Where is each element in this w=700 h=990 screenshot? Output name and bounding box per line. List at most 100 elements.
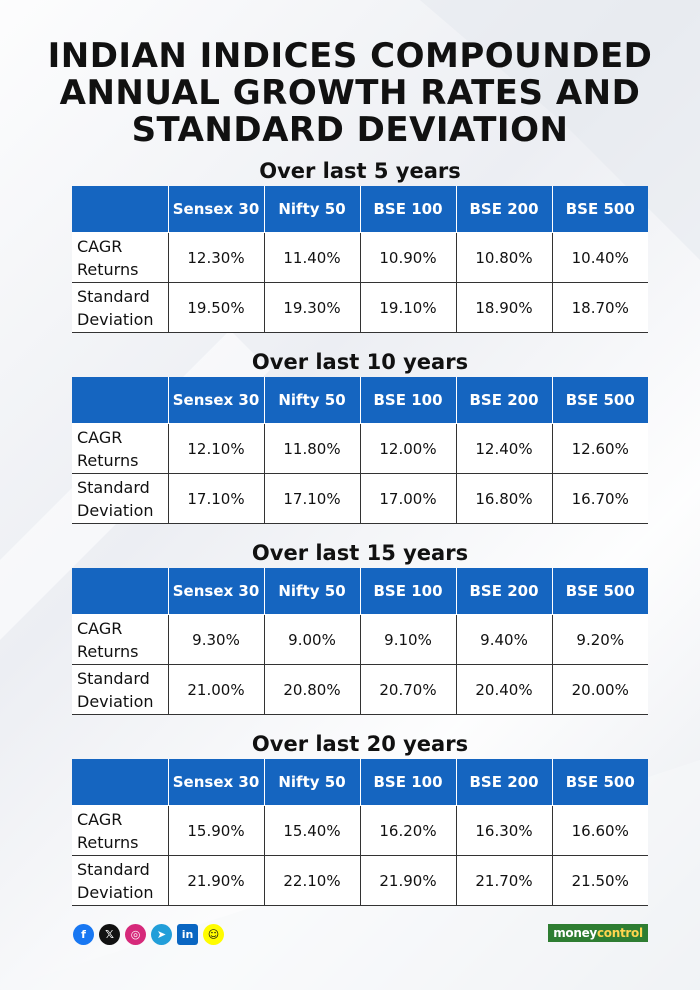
value-cell: 17.10% [167,473,264,524]
row-label-line: Returns [77,450,139,470]
header-corner-cell [72,186,168,233]
row-label-line: Standard [77,859,150,879]
row-label-line: Standard [77,477,150,497]
value-cell: 12.30% [167,232,264,283]
value-cell: 21.90% [359,855,456,906]
column-header: Nifty 50 [263,759,360,806]
row-label-line: CAGR [77,427,123,447]
value-cell: 21.50% [551,855,648,906]
value-cell: 9.20% [551,614,648,665]
column-header: BSE 500 [551,377,648,424]
column-header: Sensex 30 [167,568,264,615]
period-section: Over last 20 years Sensex 30 Nifty 50 BSE 1… [72,729,648,906]
value-cell: 17.10% [263,473,360,524]
value-cell: 9.00% [263,614,360,665]
value-cell: 21.90% [167,855,264,906]
value-cell: 20.70% [359,664,456,715]
logo-text-control: control [596,926,643,940]
header-corner-cell [72,759,168,806]
value-cell: 19.50% [167,282,264,333]
section-title: Over last 15 years [251,541,469,565]
column-header: BSE 100 [359,377,456,424]
value-cell: 16.30% [455,805,552,856]
snapchat-icon[interactable]: ☺ [203,924,224,945]
row-label-line: CAGR [77,236,123,256]
row-label: CAGR Returns [72,423,168,474]
cagr-row: CAGR Returns 9.30% 9.00% 9.10% 9.40% 9.20% [72,614,648,665]
row-label-line: Deviation [77,500,154,520]
title-line: STANDARD DEVIATION [131,110,569,150]
row-label: Standard Deviation [72,664,168,715]
cagr-row: CAGR Returns 12.30% 11.40% 10.90% 10.80% 10.40… [72,232,648,283]
instagram-icon[interactable]: ◎ [125,924,146,945]
std-deviation-row: Standard Deviation 17.10% 17.10% 17.00% 16.80… [72,473,648,524]
column-header: BSE 100 [359,186,456,233]
linkedin-icon[interactable]: in [177,924,198,945]
value-cell: 16.60% [551,805,648,856]
value-cell: 16.70% [551,473,648,524]
period-section: Over last 10 years Sensex 30 Nifty 50 BSE 1… [72,347,648,524]
row-label-line: Standard [77,668,150,688]
table-header-row: Sensex 30 Nifty 50 BSE 100 BSE 200 BSE 500 [72,568,648,615]
column-header: BSE 200 [455,568,552,615]
x-icon[interactable]: 𝕏 [99,924,120,945]
value-cell: 18.90% [455,282,552,333]
value-cell: 10.40% [551,232,648,283]
column-header: BSE 100 [359,759,456,806]
value-cell: 11.80% [263,423,360,474]
telegram-icon[interactable]: ➤ [151,924,172,945]
column-header: Nifty 50 [263,377,360,424]
column-header: BSE 500 [551,759,648,806]
row-label-line: Standard [77,286,150,306]
value-cell: 15.90% [167,805,264,856]
value-cell: 20.40% [455,664,552,715]
row-label-line: CAGR [77,618,123,638]
section-title: Over last 5 years [259,159,461,183]
value-cell: 21.00% [167,664,264,715]
value-cell: 20.00% [551,664,648,715]
row-label-line: Returns [77,259,139,279]
row-label: Standard Deviation [72,473,168,524]
header-corner-cell [72,568,168,615]
column-header: BSE 200 [455,377,552,424]
value-cell: 16.80% [455,473,552,524]
value-cell: 22.10% [263,855,360,906]
row-label: CAGR Returns [72,805,168,856]
value-cell: 9.30% [167,614,264,665]
title-line: INDIAN INDICES COMPOUNDED [47,36,653,76]
row-label: CAGR Returns [72,232,168,283]
value-cell: 18.70% [551,282,648,333]
value-cell: 12.00% [359,423,456,474]
table-header-row: Sensex 30 Nifty 50 BSE 100 BSE 200 BSE 500 [72,377,648,424]
facebook-icon[interactable]: f [73,924,94,945]
row-label: Standard Deviation [72,282,168,333]
column-header: Sensex 30 [167,377,264,424]
value-cell: 20.80% [263,664,360,715]
value-cell: 9.10% [359,614,456,665]
table-header-row: Sensex 30 Nifty 50 BSE 100 BSE 200 BSE 500 [72,186,648,233]
row-label-line: Returns [77,641,139,661]
section-title: Over last 10 years [251,350,469,374]
cagr-row: CAGR Returns 12.10% 11.80% 12.00% 12.40% 12.60… [72,423,648,474]
social-icons: f 𝕏 ◎ ➤ in ☺ [73,924,224,945]
logo-text-money: money [553,926,597,940]
period-section: Over last 15 years Sensex 30 Nifty 50 BSE 1… [72,538,648,715]
row-label-line: Deviation [77,882,154,902]
row-label-line: Returns [77,832,139,852]
value-cell: 11.40% [263,232,360,283]
value-cell: 21.70% [455,855,552,906]
value-cell: 10.90% [359,232,456,283]
value-cell: 17.00% [359,473,456,524]
indices-table: Sensex 30 Nifty 50 BSE 100 BSE 200 BSE 500 CA… [72,568,648,715]
header-corner-cell [72,377,168,424]
page-title: INDIAN INDICES COMPOUNDED ANNUAL GROWTH … [0,38,700,149]
std-deviation-row: Standard Deviation 19.50% 19.30% 19.10% 18.90… [72,282,648,333]
cagr-row: CAGR Returns 15.90% 15.40% 16.20% 16.30% 16.60… [72,805,648,856]
column-header: Sensex 30 [167,759,264,806]
table-header-row: Sensex 30 Nifty 50 BSE 100 BSE 200 BSE 500 [72,759,648,806]
column-header: BSE 100 [359,568,456,615]
column-header: BSE 500 [551,568,648,615]
value-cell: 19.30% [263,282,360,333]
std-deviation-row: Standard Deviation 21.90% 22.10% 21.90% 21.70… [72,855,648,906]
value-cell: 9.40% [455,614,552,665]
